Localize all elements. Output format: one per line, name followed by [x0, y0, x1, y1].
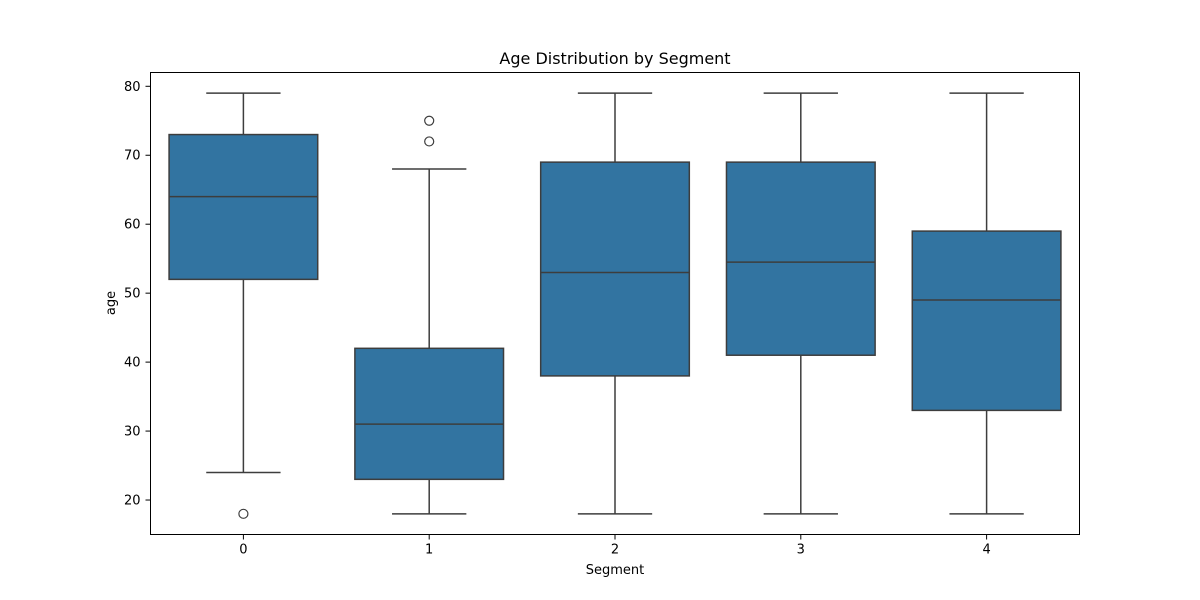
y-axis: 20 30 40 50 60 70 80 [124, 80, 151, 509]
y-tick-label: 70 [124, 149, 141, 164]
box-group-1 [354, 115, 505, 515]
chart-title: Age Distribution by Segment [499, 49, 730, 68]
box-group-3 [725, 92, 876, 515]
outlier-point [424, 115, 435, 126]
box-group-4 [911, 92, 1062, 515]
y-tick-label: 40 [124, 356, 141, 371]
box-group-0 [168, 92, 319, 519]
x-axis: 0 1 2 3 4 [239, 534, 991, 558]
box-iqr [168, 133, 319, 281]
box-group-2 [539, 92, 691, 515]
outlier-point [238, 508, 249, 519]
x-tick-label: 0 [239, 543, 247, 558]
x-axis-label: Segment [586, 563, 645, 578]
x-tick-label: 3 [797, 543, 805, 558]
box-iqr [539, 161, 691, 377]
box-iqr [354, 347, 505, 481]
box-iqr [911, 230, 1062, 412]
outlier-point [424, 136, 435, 147]
x-tick-label: 2 [611, 543, 619, 558]
x-tick-label: 4 [982, 543, 990, 558]
y-tick-label: 30 [124, 425, 141, 440]
y-tick-label: 20 [124, 494, 141, 509]
y-tick-label: 60 [124, 218, 141, 233]
boxes-layer [168, 92, 1062, 519]
box-iqr [725, 161, 876, 356]
y-tick-label: 80 [124, 80, 141, 95]
y-tick-label: 50 [124, 287, 141, 302]
x-tick-label: 1 [425, 543, 433, 558]
y-axis-label: age [104, 291, 119, 315]
